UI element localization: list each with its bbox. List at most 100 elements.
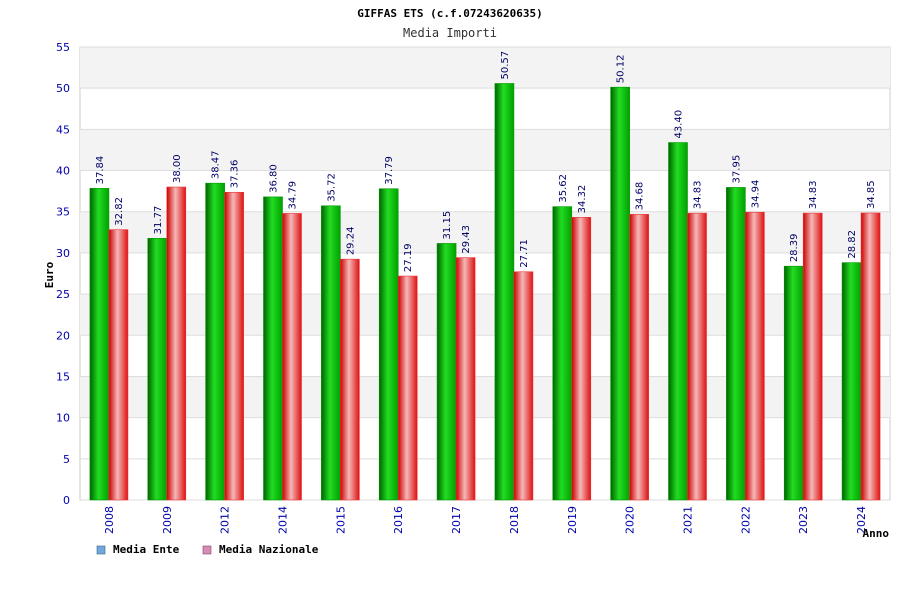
y-tick-label: 5 (63, 453, 70, 466)
bar-media-ente-2014 (263, 196, 283, 501)
x-tick-label: 2015 (334, 506, 347, 534)
data-label: 34.83 (808, 180, 819, 209)
data-label: 34.79 (288, 181, 299, 210)
data-label: 38.47 (211, 151, 222, 180)
bar-media-nazionale-2008 (108, 229, 129, 501)
y-tick-label: 40 (56, 165, 70, 178)
grid-band (80, 129, 890, 171)
x-tick-label: 2009 (161, 506, 174, 534)
x-tick-label: 2014 (277, 506, 290, 534)
x-tick-label: 2024 (855, 506, 868, 534)
plot-frame (79, 46, 891, 501)
y-tick-label: 55 (56, 41, 70, 54)
grid-band (80, 376, 890, 418)
x-tick-label: 2022 (739, 506, 752, 534)
data-label: 34.94 (750, 180, 761, 209)
legend-swatch-media-ente (96, 545, 106, 555)
data-label: 32.82 (114, 197, 125, 226)
x-tick-label: 2021 (682, 506, 695, 534)
legend-label-media-ente: Media Ente (113, 543, 180, 556)
chart-subtitle: Media Importi (403, 26, 497, 40)
bar-media-nazionale-2016 (397, 275, 418, 501)
data-label: 27.71 (519, 239, 530, 268)
data-label: 37.79 (384, 156, 395, 185)
bar-media-nazionale-2022 (745, 211, 765, 501)
y-tick-label: 50 (56, 82, 70, 95)
grid-band (80, 294, 890, 336)
bar-media-nazionale-2014 (282, 213, 302, 501)
chart-title: GIFFAS ETS (c.f.07243620635) (357, 7, 542, 20)
data-label: 50.57 (500, 51, 511, 80)
bar-media-ente-2020 (610, 86, 630, 501)
data-label: 28.39 (789, 234, 800, 263)
x-tick-label: 2020 (624, 506, 637, 534)
legend-label-media-nazionale: Media Nazionale (219, 543, 319, 556)
y-tick-label: 15 (56, 370, 70, 383)
bar-media-ente-2017 (436, 243, 457, 501)
x-axis-label: Anno (863, 527, 890, 540)
y-tick-label: 10 (56, 412, 70, 425)
data-label: 35.72 (326, 173, 337, 202)
grid-band (80, 211, 890, 253)
y-tick-label: 30 (56, 247, 70, 260)
bar-media-ente-2022 (726, 187, 746, 501)
legend: Media Ente Media Nazionale (96, 543, 319, 556)
bar-media-nazionale-2021 (687, 212, 707, 501)
bar-media-nazionale-2015 (340, 258, 360, 501)
bar-media-ente-2019 (552, 206, 573, 501)
bar-media-ente-2015 (321, 205, 341, 501)
y-axis-ticks: 0 5 10 15 20 25 30 35 40 45 50 55 (56, 41, 70, 507)
data-label: 31.15 (442, 211, 453, 240)
data-label: 34.68 (635, 182, 646, 211)
bar-media-nazionale-2017 (455, 257, 476, 501)
grid-band (80, 47, 890, 89)
data-label: 31.77 (153, 206, 164, 235)
x-tick-label: 2023 (797, 506, 810, 534)
data-label: 37.84 (95, 156, 106, 185)
bar-media-ente-2023 (783, 265, 804, 501)
data-label: 36.80 (269, 164, 280, 193)
bar-media-nazionale-2012 (224, 191, 244, 501)
data-label: 34.83 (693, 180, 704, 209)
data-label: 38.00 (172, 154, 183, 183)
bar-media-ente-2021 (668, 142, 688, 501)
y-tick-label: 45 (56, 123, 70, 136)
data-label: 37.36 (230, 160, 241, 189)
bar-media-nazionale-2009 (166, 186, 187, 501)
legend-swatch-media-nazionale (202, 545, 212, 555)
y-tick-label: 20 (56, 329, 70, 342)
bar-media-ente-2016 (378, 188, 399, 501)
bar-media-ente-2009 (147, 238, 168, 501)
data-label: 43.40 (674, 110, 685, 139)
data-labels: 37.84 32.82 31.77 38.00 38.47 37.36 36.80 34.79… (95, 51, 877, 272)
x-axis-ticks: 2008 2009 2012 2014 2015 2016 2017 2018 2019 2020… (103, 506, 868, 534)
x-tick-label: 2008 (103, 506, 116, 534)
data-label: 35.62 (558, 174, 569, 203)
plot-area (79, 46, 891, 501)
bar-media-ente-2012 (205, 182, 225, 501)
bars (89, 83, 881, 501)
bar-media-nazionale-2020 (629, 214, 649, 501)
data-label: 28.82 (847, 230, 858, 259)
bar-media-nazionale-2023 (802, 212, 823, 501)
x-tick-label: 2018 (508, 506, 521, 534)
data-label: 29.43 (461, 225, 472, 254)
data-label: 34.85 (866, 180, 877, 209)
bar-media-nazionale-2024 (860, 212, 881, 501)
bar-media-nazionale-2019 (571, 217, 592, 501)
y-axis-label: Euro (43, 261, 56, 288)
bar-media-ente-2008 (89, 188, 110, 501)
data-label: 34.32 (577, 185, 588, 214)
data-label: 37.95 (731, 155, 742, 184)
data-label: 50.12 (616, 55, 627, 84)
data-label: 27.19 (403, 243, 414, 272)
bar-media-ente-2024 (841, 262, 862, 501)
y-tick-label: 0 (63, 494, 70, 507)
x-tick-label: 2012 (219, 506, 232, 534)
x-tick-label: 2017 (450, 506, 463, 534)
x-tick-label: 2019 (566, 506, 579, 534)
y-tick-label: 35 (56, 206, 70, 219)
y-tick-label: 25 (56, 288, 70, 301)
bar-media-ente-2018 (494, 83, 515, 501)
